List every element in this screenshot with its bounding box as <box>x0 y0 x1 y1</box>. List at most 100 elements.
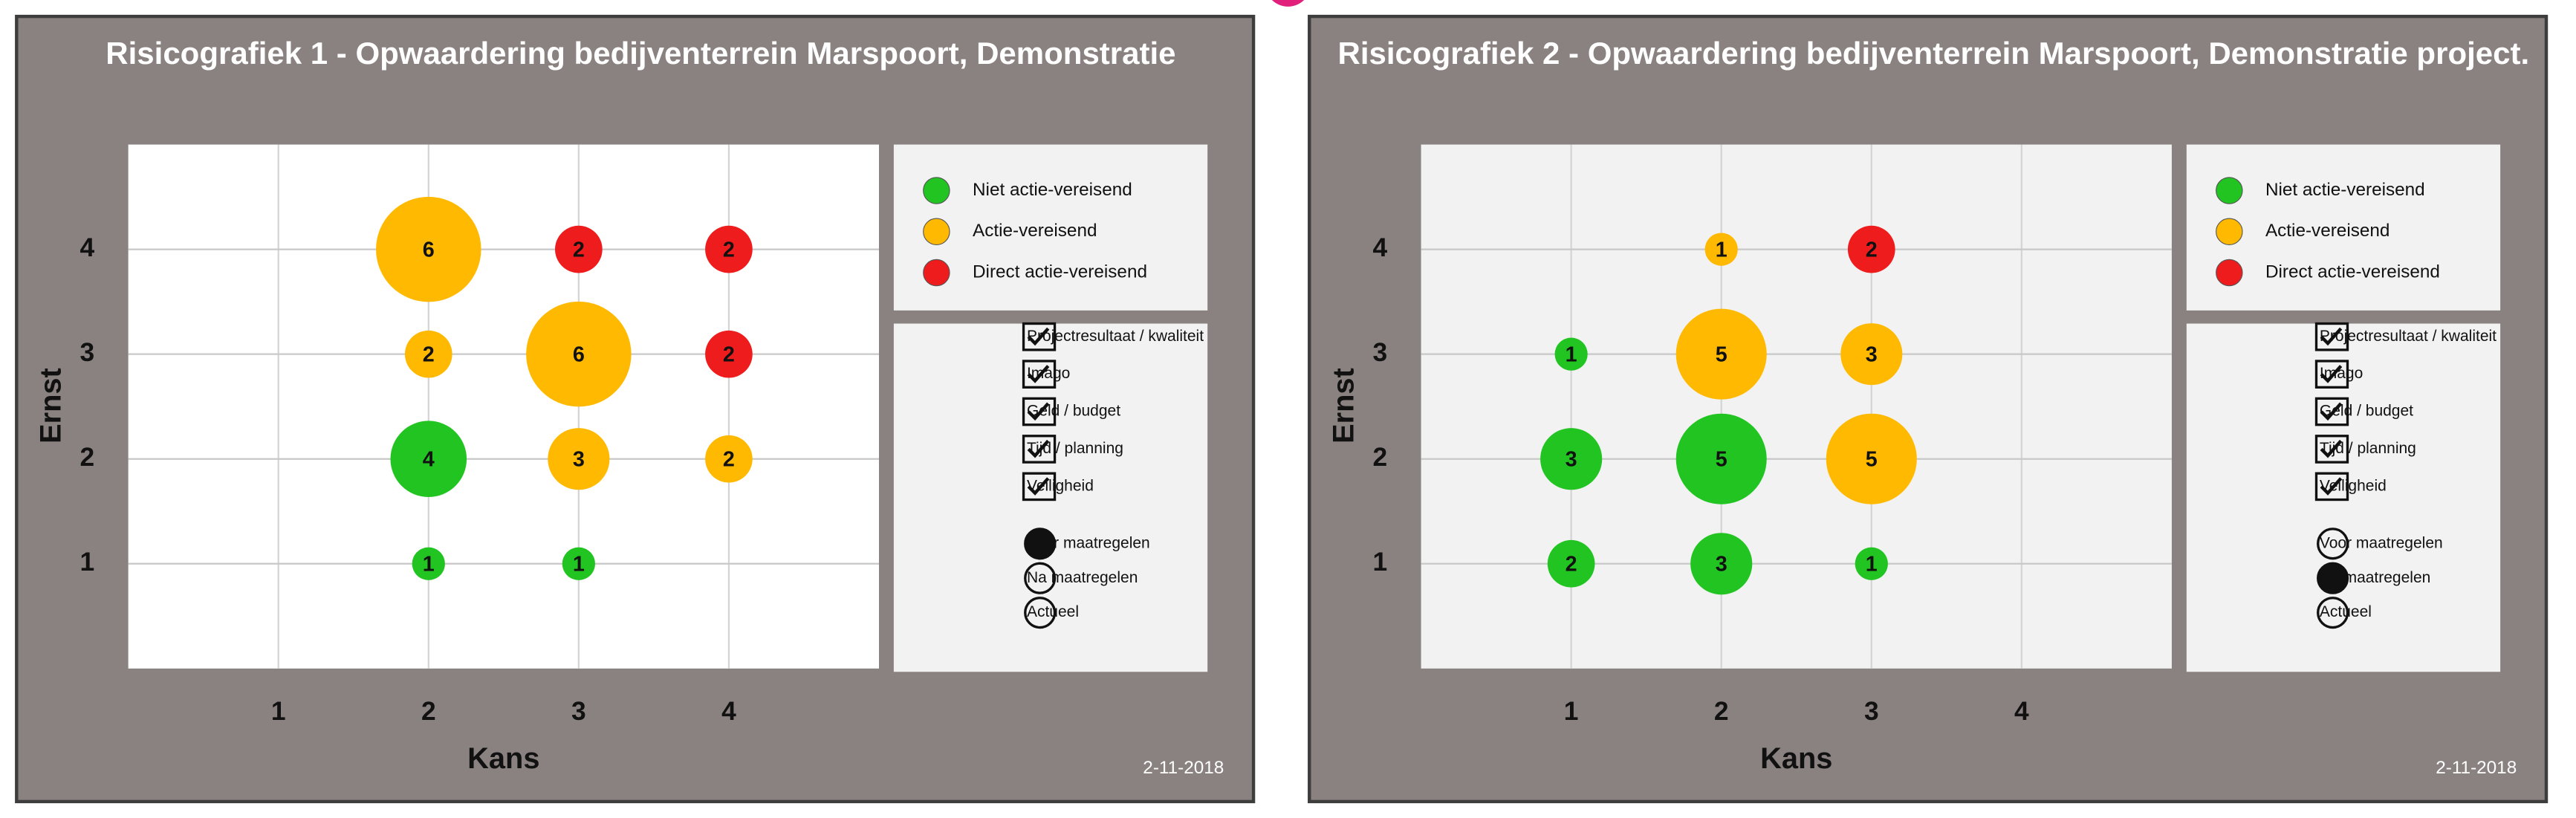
bubble <box>412 547 445 580</box>
legend-label: Niet actie-vereisend <box>2265 180 2425 200</box>
title-box: Risicografiek 2 - Opwaardering bedijvent… <box>1337 37 2530 73</box>
filter-label[interactable]: Veiligheid <box>1027 477 1094 494</box>
filter-label[interactable]: Geld / budget <box>2320 403 2413 420</box>
y-tick-label: 3 <box>80 338 95 367</box>
checkbox[interactable] <box>2314 322 2349 351</box>
x-tick-label: 3 <box>571 697 586 726</box>
radio-button[interactable] <box>2317 597 2349 629</box>
view-label[interactable]: Na maatregelen <box>2320 569 2430 586</box>
bubble <box>1855 547 1888 580</box>
plot-area <box>1421 144 2172 669</box>
y-tick-label: 3 <box>1372 338 1387 367</box>
checkbox[interactable] <box>1022 322 1057 351</box>
x-tick-label: 4 <box>2014 697 2029 726</box>
y-axis-label: Ernst <box>34 368 67 444</box>
bubble-label: 2 <box>1866 238 1878 262</box>
bubble <box>1690 533 1753 595</box>
bubble <box>1554 337 1588 371</box>
bubble-label: 2 <box>1566 553 1577 577</box>
bubble-label: 1 <box>1566 343 1577 366</box>
y-tick-label: 1 <box>1372 548 1387 577</box>
bubble <box>404 330 452 378</box>
risk-chart-panel: Risicografiek 2 - Opwaardering bedijvent… <box>1308 14 2549 804</box>
legend-label: Actie-vereisend <box>2265 221 2390 241</box>
bubble <box>526 301 632 407</box>
bubble <box>390 421 467 498</box>
bubble <box>1675 308 1767 400</box>
bubble-label: 6 <box>573 343 585 366</box>
bubble <box>376 196 481 302</box>
y-tick-label: 2 <box>80 443 95 472</box>
date-label: 2-11-2018 <box>2436 758 2517 778</box>
radio-button[interactable] <box>2317 562 2349 594</box>
bubble <box>1547 539 1595 588</box>
bubble-label: 3 <box>573 448 585 472</box>
checkbox[interactable] <box>1022 397 1057 426</box>
x-tick-label: 4 <box>721 697 736 726</box>
bubble <box>1540 428 1603 490</box>
checkbox[interactable] <box>2314 360 2349 389</box>
risk-chart-panel: Risicografiek 1 - Opwaardering bedijvent… <box>15 14 1256 804</box>
filter-label[interactable]: Projectresultaat / kwaliteit <box>2320 328 2496 345</box>
checkbox[interactable] <box>2314 472 2349 501</box>
bubble <box>548 428 610 490</box>
x-axis-label: Kans <box>467 742 539 775</box>
view-label[interactable]: Voor maatregelen <box>2320 534 2443 551</box>
radio-button[interactable] <box>1024 528 1057 560</box>
legend-label: Actie-vereisend <box>973 221 1097 241</box>
chart-title: Risicografiek 2 - Opwaardering bedijvent… <box>1337 37 2530 73</box>
legend-marker <box>923 177 950 204</box>
bubble-label: 2 <box>723 448 735 472</box>
check-mark <box>2320 365 2343 383</box>
view-label[interactable]: Voor maatregelen <box>1027 534 1150 551</box>
radio-button[interactable] <box>1024 597 1057 629</box>
bubble <box>705 225 753 273</box>
check-mark <box>1027 402 1050 421</box>
checkbox[interactable] <box>1022 435 1057 464</box>
top-marker <box>1271 0 1305 7</box>
radio-button[interactable] <box>2317 528 2349 560</box>
bubble-label: 5 <box>1866 448 1878 472</box>
filter-box <box>2186 323 2501 672</box>
bubble <box>1840 323 1903 386</box>
check-mark <box>1027 439 1050 458</box>
bubble <box>555 225 603 273</box>
view-label[interactable]: Actueel <box>1027 603 1079 620</box>
y-tick-label: 4 <box>1372 233 1387 262</box>
legend-marker <box>923 218 950 245</box>
filter-label[interactable]: Tijd / planning <box>2320 440 2416 457</box>
x-tick-label: 2 <box>1714 697 1729 726</box>
checkbox[interactable] <box>2314 435 2349 464</box>
check-mark <box>1027 327 1050 346</box>
x-axis-label: Kans <box>1760 742 1832 775</box>
x-tick-label: 3 <box>1864 697 1879 726</box>
filter-label[interactable]: Imago <box>1027 365 1070 382</box>
checkbox[interactable] <box>1022 360 1057 389</box>
bubble-label: 4 <box>423 448 435 472</box>
filter-label[interactable]: Projectresultaat / kwaliteit <box>1027 328 1204 345</box>
bubble-label: 1 <box>573 553 585 577</box>
title-box: Risicografiek 1 - Opwaardering bedijvent… <box>106 38 1175 72</box>
legend-marker <box>2216 259 2243 287</box>
y-tick-label: 4 <box>80 233 95 262</box>
filter-label[interactable]: Veiligheid <box>2320 477 2387 494</box>
checkbox[interactable] <box>1022 472 1057 501</box>
legend-marker <box>2216 177 2243 204</box>
check-mark <box>2320 439 2343 458</box>
check-mark <box>1027 365 1050 383</box>
bubble-label: 1 <box>423 553 435 577</box>
bubble-label: 1 <box>1866 553 1878 577</box>
filter-label[interactable]: Imago <box>2320 365 2363 382</box>
bubble <box>1847 225 1895 273</box>
filter-label[interactable]: Geld / budget <box>1027 403 1120 420</box>
bubble-label: 3 <box>1866 343 1878 366</box>
filter-label[interactable]: Tijd / planning <box>1027 440 1123 457</box>
filter-box <box>893 323 1208 672</box>
view-label[interactable]: Actueel <box>2320 603 2372 620</box>
y-tick-label: 2 <box>1372 443 1387 472</box>
radio-button[interactable] <box>1024 562 1057 594</box>
checkbox[interactable] <box>2314 397 2349 426</box>
bubble <box>1675 413 1767 504</box>
view-label[interactable]: Na maatregelen <box>1027 569 1138 586</box>
